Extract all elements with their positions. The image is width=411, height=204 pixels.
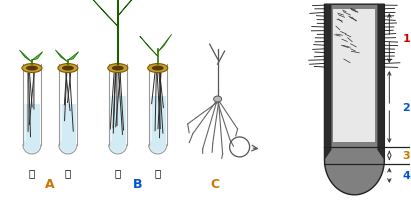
Polygon shape <box>324 5 331 160</box>
Polygon shape <box>140 37 158 57</box>
Polygon shape <box>23 65 41 145</box>
Polygon shape <box>118 0 144 17</box>
Text: 乙: 乙 <box>155 167 161 177</box>
Polygon shape <box>158 35 172 53</box>
Text: 甲: 甲 <box>115 167 121 177</box>
Ellipse shape <box>152 66 164 71</box>
Polygon shape <box>60 105 76 145</box>
Text: 1: 1 <box>402 34 410 44</box>
Polygon shape <box>24 105 40 145</box>
Polygon shape <box>377 5 384 160</box>
Ellipse shape <box>26 66 38 71</box>
Polygon shape <box>68 52 79 61</box>
Text: 乙: 乙 <box>65 167 71 177</box>
Ellipse shape <box>62 66 74 71</box>
Ellipse shape <box>112 66 124 71</box>
Polygon shape <box>24 145 40 153</box>
Polygon shape <box>59 145 77 154</box>
Polygon shape <box>110 145 126 153</box>
Polygon shape <box>324 5 384 195</box>
Polygon shape <box>19 51 32 63</box>
Text: 4: 4 <box>402 171 410 181</box>
Polygon shape <box>109 65 127 145</box>
Polygon shape <box>59 65 77 145</box>
Text: 甲: 甲 <box>29 167 35 177</box>
Text: A: A <box>45 177 55 190</box>
Polygon shape <box>23 145 41 154</box>
Polygon shape <box>60 145 76 153</box>
Polygon shape <box>32 52 43 61</box>
Polygon shape <box>150 145 166 153</box>
Text: B: B <box>133 177 143 190</box>
Ellipse shape <box>148 64 168 73</box>
Polygon shape <box>149 145 167 154</box>
Polygon shape <box>150 96 166 145</box>
Ellipse shape <box>214 96 222 102</box>
Polygon shape <box>149 65 167 145</box>
Text: 2: 2 <box>402 102 410 112</box>
Ellipse shape <box>58 64 78 73</box>
Polygon shape <box>333 10 375 142</box>
Polygon shape <box>110 96 126 145</box>
Polygon shape <box>55 51 68 63</box>
Text: 3: 3 <box>402 151 410 161</box>
Polygon shape <box>109 145 127 154</box>
Polygon shape <box>90 0 118 27</box>
Text: C: C <box>210 177 219 190</box>
Ellipse shape <box>22 64 42 73</box>
Ellipse shape <box>108 64 128 73</box>
